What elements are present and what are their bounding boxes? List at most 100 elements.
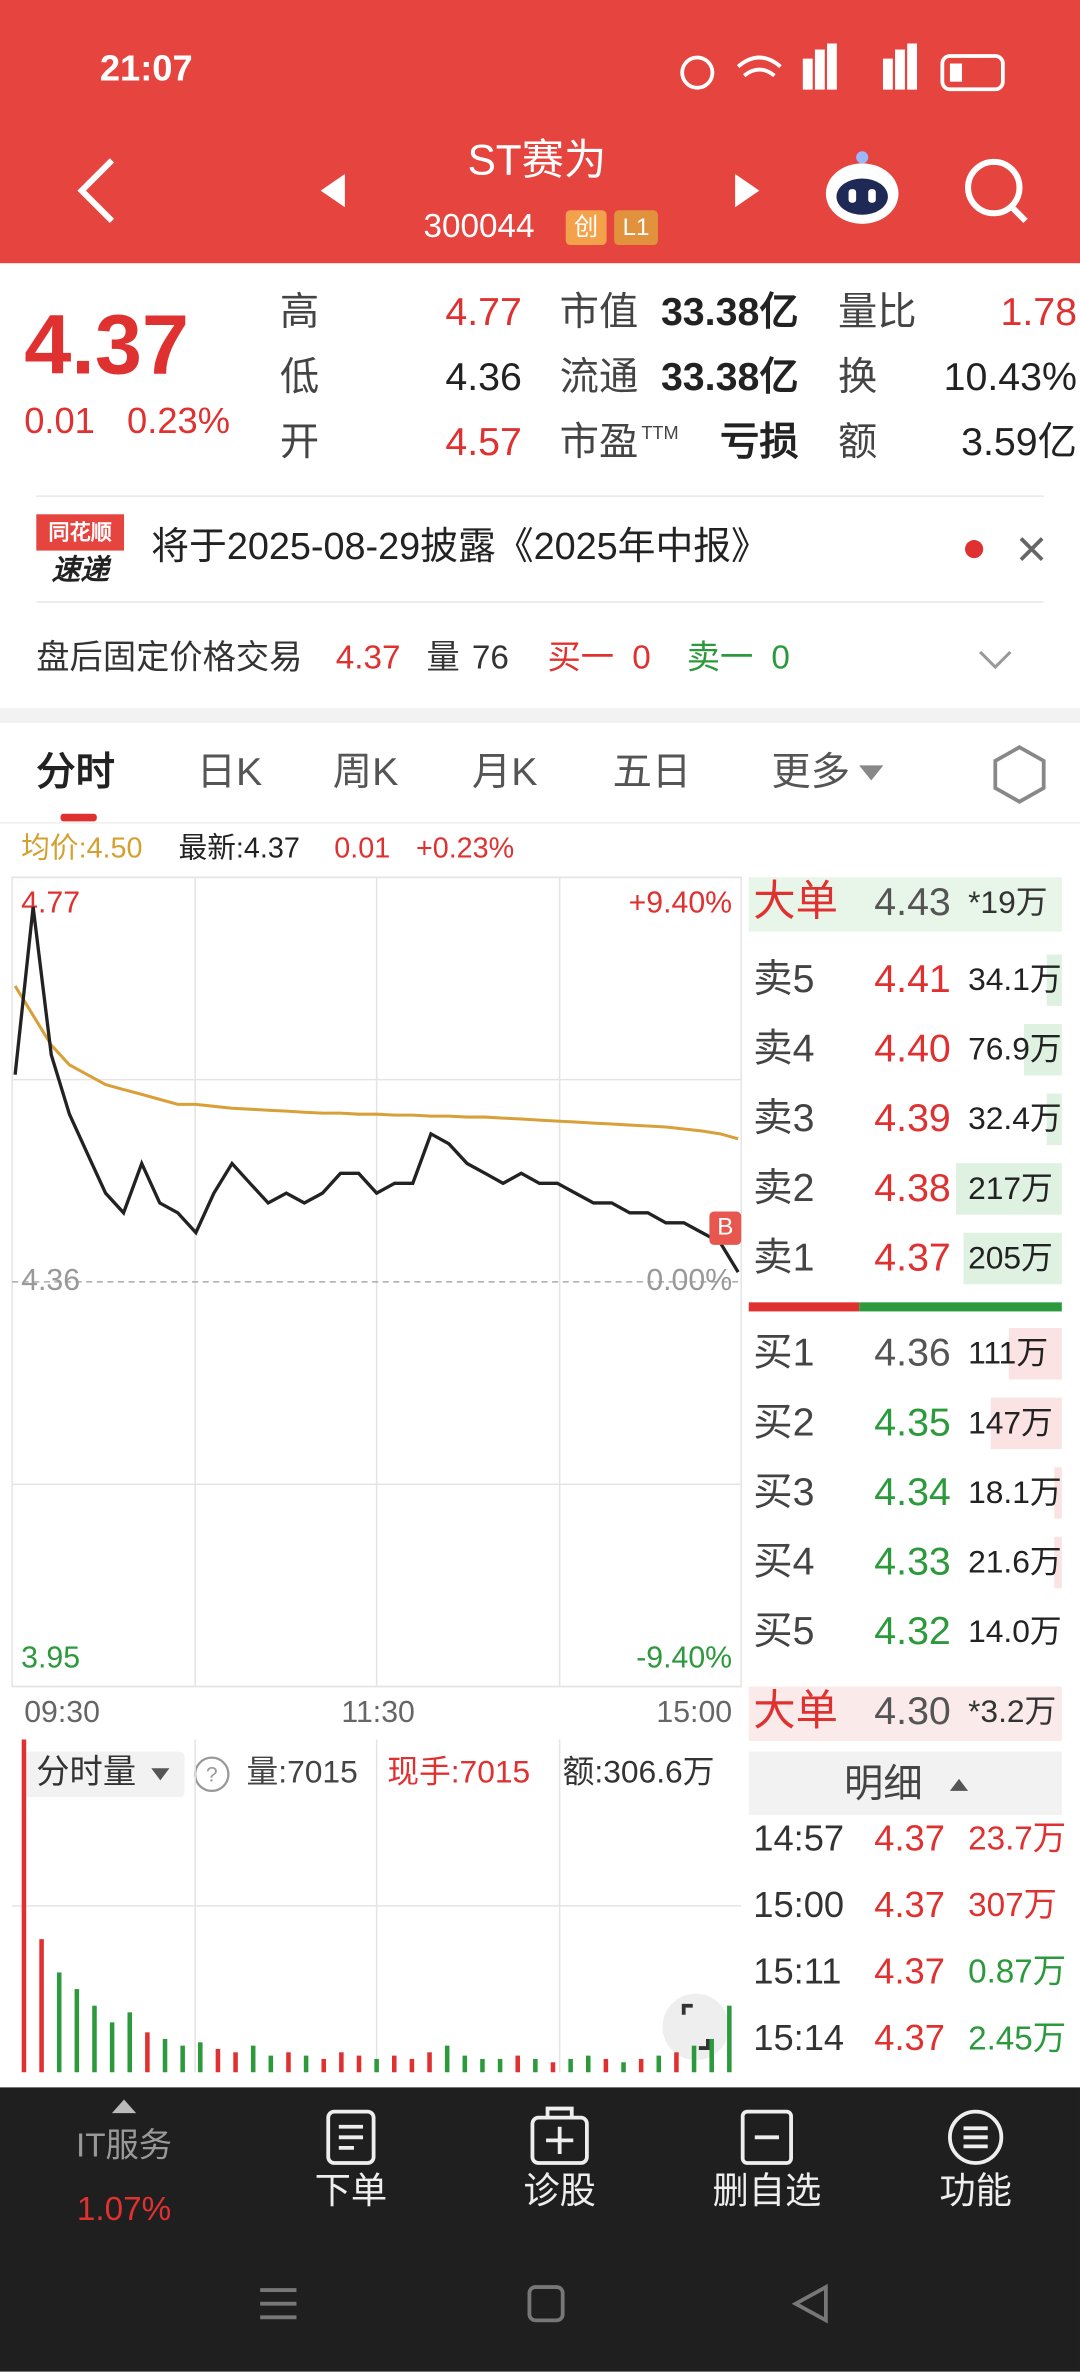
trade-price: 4.37 — [874, 1884, 945, 1925]
after-hours-ask: 0 — [771, 639, 790, 676]
volume-bar — [409, 2058, 415, 2073]
volume-bar — [603, 2058, 609, 2073]
detail-arrow — [949, 1778, 969, 1791]
trade-volume: 307万 — [968, 1887, 1057, 1924]
volume-bar — [533, 2058, 538, 2073]
volume-bar — [109, 2022, 115, 2073]
trade-marker-bg — [709, 1211, 742, 1245]
volume-bar — [621, 2062, 626, 2073]
depth-bar — [1008, 1328, 1062, 1380]
price-change: 0.01 — [24, 400, 95, 441]
volume-bar — [233, 2052, 238, 2073]
bid-price: 4.36 — [874, 1331, 951, 1375]
detail-title[interactable]: 明细 — [844, 1762, 923, 1806]
volume-bar — [374, 2058, 379, 2073]
after-hours-bid-label: 买一 — [548, 639, 615, 676]
volume-bar — [356, 2055, 362, 2073]
nav-item[interactable]: 功能 — [939, 2170, 1012, 2211]
trade-price: 4.37 — [874, 2017, 945, 2058]
chart-tab[interactable]: 更多 — [771, 750, 850, 794]
ask-price: 4.41 — [874, 957, 951, 1001]
trade-price: 4.37 — [874, 1951, 945, 1992]
stat-value: 33.38亿 — [661, 290, 799, 334]
section-gap — [0, 707, 1080, 724]
unread-dot — [965, 539, 984, 559]
bid-label: 买1 — [753, 1331, 814, 1375]
after-hours-ask-label: 卖一 — [687, 639, 754, 676]
assistant-robot[interactable] — [825, 151, 899, 224]
chart-tab[interactable]: 日K — [197, 750, 263, 794]
stat-label: 低 — [280, 355, 319, 399]
volume-bar — [709, 2038, 714, 2073]
depth-bar — [990, 1397, 1062, 1450]
ask-volume: 217万 — [968, 1170, 1053, 1206]
stat-label-sup: TTM — [641, 423, 678, 443]
big-buy-label: 大单 — [753, 1687, 838, 1734]
stat-value: 10.43% — [944, 355, 1077, 399]
volume-bar — [198, 2042, 203, 2073]
y-tick-label: 3.95 — [21, 1641, 80, 1674]
bid-label: 买3 — [753, 1470, 814, 1514]
volume-bar — [145, 2032, 150, 2073]
last-price: 4.37 — [24, 296, 189, 391]
nav-item[interactable]: 诊股 — [523, 2170, 596, 2211]
big-sell-label: 大单 — [753, 878, 838, 925]
detail-header-bg[interactable] — [748, 1751, 1062, 1816]
pct-tick-label: +9.40% — [629, 887, 732, 920]
stock-name: ST赛为 — [468, 137, 607, 184]
chart-tab[interactable]: 月K — [472, 750, 538, 794]
expand-chevron[interactable] — [979, 650, 1012, 670]
volume-bar — [215, 2048, 221, 2073]
after-hours-label: 盘后固定价格交易 — [36, 639, 302, 676]
stat-label: 流通 — [560, 355, 639, 399]
volume-selector[interactable]: 分时量 — [36, 1754, 136, 1791]
bid-price: 4.32 — [874, 1609, 951, 1653]
back-button[interactable] — [77, 158, 115, 223]
ask-price: 4.39 — [874, 1096, 951, 1140]
system-nav[interactable] — [260, 2283, 828, 2324]
sector-name[interactable]: IT服务 — [76, 2128, 172, 2165]
pct-tick-label: 0.00% — [646, 1264, 732, 1297]
chart-tab[interactable]: 分时 — [36, 750, 115, 794]
price-change-pct: 0.23% — [127, 400, 230, 441]
notice-text[interactable]: 将于2025-08-29披露《2025年中报》 — [151, 526, 769, 568]
after-hours-price: 4.37 — [336, 639, 401, 676]
stock-code: 300044 — [424, 208, 535, 245]
more-arrow — [859, 765, 884, 781]
volume-selector-bg[interactable] — [24, 1751, 185, 1797]
trade-volume: 23.7万 — [968, 1821, 1066, 1858]
big-buy-volume: *3.2万 — [968, 1693, 1056, 1729]
fullscreen-glyph — [681, 2003, 710, 2050]
badge-bg — [565, 210, 607, 246]
depth-bar — [1046, 954, 1062, 1006]
logo-bg — [36, 514, 125, 551]
stat-label: 额 — [838, 420, 877, 464]
settings-button[interactable] — [993, 745, 1046, 804]
logo-top: 同花顺 — [48, 520, 111, 545]
next-stock[interactable] — [735, 173, 760, 208]
bid-label: 买4 — [753, 1539, 814, 1583]
volume-bar — [303, 2055, 309, 2073]
nav-item[interactable]: 下单 — [315, 2170, 388, 2211]
help-icon-glyph: ? — [206, 1763, 218, 1786]
big-sell-price: 4.43 — [874, 880, 951, 924]
chart-tab[interactable]: 五日 — [613, 750, 692, 794]
volume-bar — [515, 2055, 520, 2073]
volume-bar — [656, 2055, 662, 2073]
ask-label: 卖5 — [753, 957, 814, 1001]
level-badge: L1 — [623, 214, 650, 241]
x-tick-label: 15:00 — [656, 1696, 732, 1729]
pct-tick-label: -9.40% — [636, 1641, 732, 1674]
stat-value: 3.59亿 — [961, 420, 1077, 464]
trade-time: 14:57 — [753, 1817, 844, 1858]
sector-arrow — [111, 2099, 137, 2114]
volume-bar — [638, 2058, 644, 2073]
volume-bar — [162, 2038, 168, 2073]
close-notice[interactable] — [1019, 537, 1044, 561]
volume-bar — [427, 2052, 432, 2073]
search-button[interactable] — [965, 158, 1028, 223]
chart-tab[interactable]: 周K — [333, 750, 399, 794]
prev-stock[interactable] — [320, 173, 345, 208]
ask-volume: 76.9万 — [968, 1031, 1062, 1067]
nav-item[interactable]: 删自选 — [712, 2170, 821, 2211]
